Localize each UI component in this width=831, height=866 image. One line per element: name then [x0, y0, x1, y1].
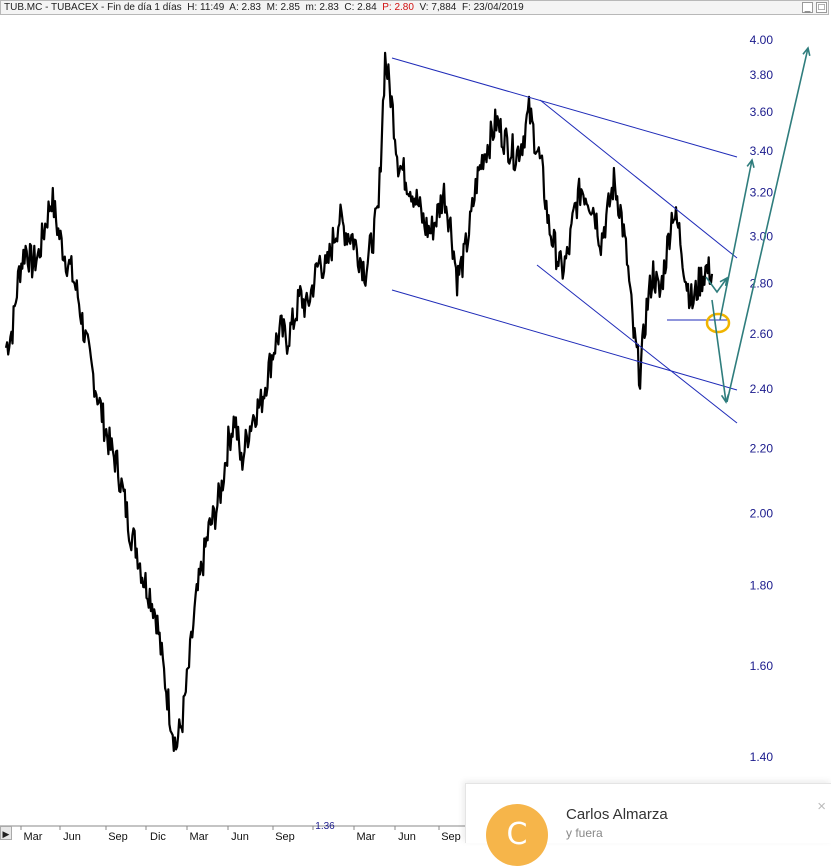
- price-chart: 4.003.803.603.403.203.002.802.602.402.20…: [0, 33, 831, 842]
- y-tick-label: 3.00: [750, 229, 774, 243]
- trendline: [539, 99, 738, 259]
- x-tick-label: Sep: [275, 831, 295, 842]
- popup-user-name: Carlos Almarza: [566, 806, 668, 823]
- projection-up-long-arrow: [726, 47, 809, 403]
- projection-up-short-arrow-head: [746, 158, 755, 168]
- highlight-circle: [705, 312, 731, 334]
- close-icon[interactable]: ×: [817, 798, 826, 815]
- trendline: [391, 289, 738, 391]
- y-tick-label: 1.60: [750, 659, 774, 673]
- volume-value: V: 7,884: [419, 2, 457, 13]
- y-tick-label: 3.20: [750, 185, 774, 199]
- window-titlebar: TUB.MC - TUBACEX - Fin de día 1 días H: …: [0, 0, 829, 15]
- x-tick-label: Jun: [398, 831, 416, 842]
- trendline: [536, 264, 738, 424]
- scroll-left-arrow[interactable]: ▶: [0, 826, 12, 840]
- x-tick-label: Mar: [24, 831, 43, 842]
- x-tick-label: Sep: [108, 831, 128, 842]
- x-tick-label: Mar: [357, 831, 376, 842]
- trendline: [391, 57, 738, 158]
- y-tick-label: 2.00: [750, 506, 774, 520]
- time-value: H: 11:49: [187, 2, 225, 13]
- x-tick-label: Mar: [190, 831, 209, 842]
- projection-small-bounce: [705, 276, 728, 294]
- high-value: M: 2.85: [266, 2, 300, 13]
- y-tick-label: 2.40: [750, 382, 774, 396]
- partial-tick-label: 1.36: [315, 821, 335, 832]
- projection-up-short-arrow: [719, 159, 753, 321]
- projection-down-arrow: [711, 299, 727, 403]
- minimize-button[interactable]: _: [802, 2, 813, 13]
- chat-popup[interactable]: C Carlos Almarza y fuera ×: [465, 783, 831, 866]
- projection-small-bounce-head: [719, 276, 729, 287]
- ticker-name: TUB.MC - TUBACEX - Fin de día 1 días: [4, 2, 182, 13]
- avatar: C: [486, 804, 548, 866]
- maximize-button[interactable]: □: [816, 2, 827, 13]
- y-tick-label: 4.00: [750, 33, 774, 47]
- open-value: A: 2.83: [229, 2, 261, 13]
- projection-up-long-arrow-head: [802, 46, 811, 56]
- x-tick-label: Jun: [231, 831, 249, 842]
- low-value: m: 2.83: [305, 2, 339, 13]
- y-tick-label: 3.60: [750, 105, 774, 119]
- y-tick-label: 1.80: [750, 578, 774, 592]
- y-tick-label: 2.60: [750, 327, 774, 341]
- date-value: F: 23/04/2019: [461, 2, 524, 13]
- quote-header: TUB.MC - TUBACEX - Fin de día 1 días H: …: [4, 2, 524, 13]
- y-tick-label: 3.40: [750, 144, 774, 158]
- x-tick-label: Dic: [150, 831, 166, 842]
- prev-value: P: 2.80: [382, 2, 414, 13]
- close-value: C: 2.84: [344, 2, 377, 13]
- y-tick-label: 2.20: [750, 441, 774, 455]
- popup-subtitle: y fuera: [566, 826, 603, 840]
- y-tick-label: 3.80: [750, 68, 774, 82]
- x-tick-label: Jun: [63, 831, 81, 842]
- x-tick-label: Sep: [441, 831, 461, 842]
- price-line: [4, 51, 714, 752]
- y-tick-label: 1.40: [750, 750, 774, 764]
